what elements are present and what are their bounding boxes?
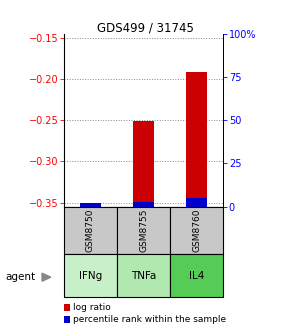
Bar	[133, 202, 154, 207]
Bar	[64, 207, 117, 254]
Bar	[186, 198, 207, 207]
Bar	[80, 204, 101, 207]
Text: GSM8760: GSM8760	[192, 209, 201, 252]
Bar	[117, 207, 170, 254]
Bar	[80, 203, 101, 207]
Text: IFNg: IFNg	[79, 271, 102, 281]
Bar	[170, 207, 223, 254]
Text: GDS499 / 31745: GDS499 / 31745	[97, 22, 193, 35]
Bar	[64, 254, 117, 297]
Bar	[186, 72, 207, 207]
Text: percentile rank within the sample: percentile rank within the sample	[73, 315, 226, 324]
Text: GSM8750: GSM8750	[86, 209, 95, 252]
Text: GSM8755: GSM8755	[139, 209, 148, 252]
Text: agent: agent	[6, 272, 36, 282]
Bar	[117, 254, 170, 297]
Polygon shape	[42, 273, 51, 281]
Bar	[133, 121, 154, 207]
Text: log ratio: log ratio	[73, 303, 111, 312]
Bar	[170, 254, 223, 297]
Text: TNFa: TNFa	[131, 271, 156, 281]
Text: IL4: IL4	[189, 271, 204, 281]
